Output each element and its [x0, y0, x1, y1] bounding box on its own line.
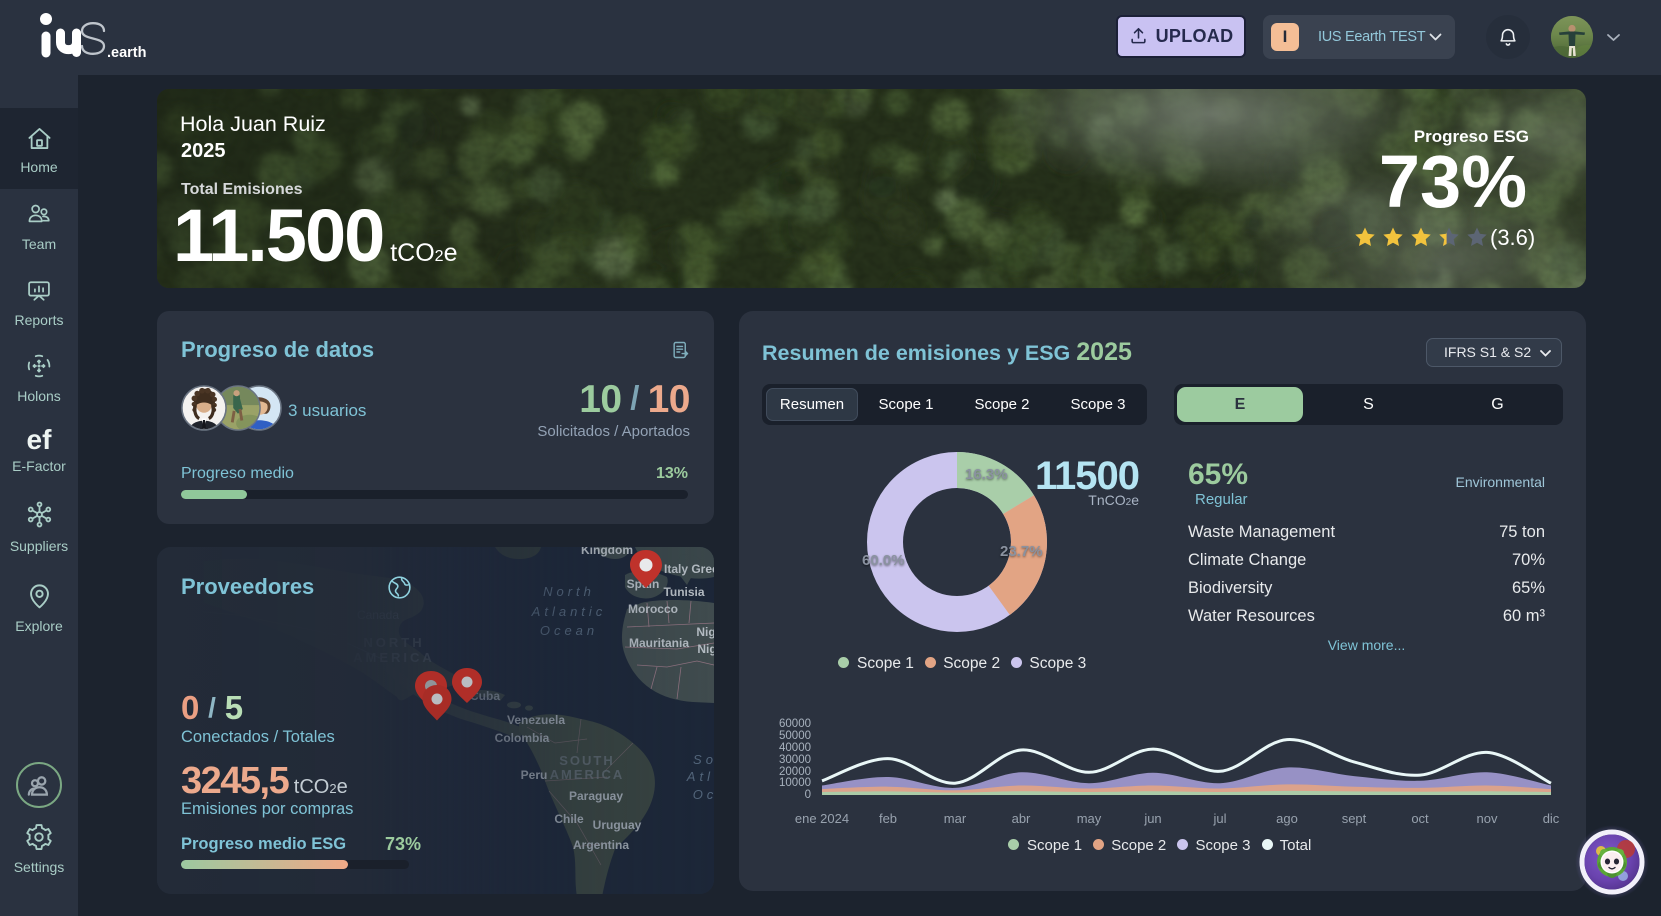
- svg-text:.earth: .earth: [107, 45, 147, 61]
